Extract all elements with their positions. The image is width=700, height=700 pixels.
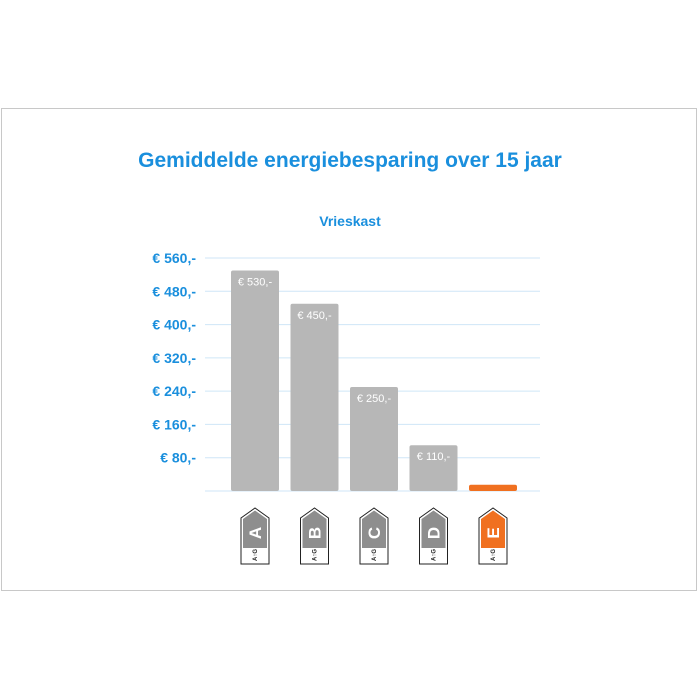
data-label: € 250,- xyxy=(357,393,392,405)
energy-label-b: B A↑G xyxy=(300,507,329,565)
energy-class-letter: A xyxy=(246,527,265,539)
bar-d xyxy=(409,445,458,491)
data-label: € 110,- xyxy=(417,451,451,463)
energy-class-letter: E xyxy=(484,527,503,538)
energy-label-fill xyxy=(421,510,446,548)
bar-b xyxy=(290,303,339,491)
energy-scale-mini: A↑G xyxy=(313,549,319,561)
data-label: € 450,- xyxy=(297,310,332,322)
chart-title: Gemiddelde energiebesparing over 15 jaar xyxy=(138,149,562,172)
energy-label-c: C A↑G xyxy=(359,507,389,565)
energy-class-letter: D xyxy=(425,527,444,539)
y-tick-label: € 560,- xyxy=(152,250,196,266)
chart-subtitle: Vrieskast xyxy=(319,213,381,229)
y-tick-label: € 320,- xyxy=(152,350,196,366)
y-tick-label: € 80,- xyxy=(160,450,196,466)
energy-class-letter: C xyxy=(365,527,384,539)
y-tick-label: € 160,- xyxy=(152,416,196,432)
energy-scale-mini: A↑G xyxy=(253,549,259,561)
energy-label-e: E A↑G xyxy=(478,507,508,565)
energy-label-fill xyxy=(481,510,505,548)
y-tick-label: € 240,- xyxy=(152,383,196,399)
energy-label-a: A A↑G xyxy=(240,507,270,565)
bar-c xyxy=(350,386,398,491)
y-tick-label: € 400,- xyxy=(152,317,196,333)
energy-label-fill xyxy=(362,510,386,548)
energy-class-letter: B xyxy=(306,527,325,539)
bar-e xyxy=(469,484,517,491)
data-label: € 530,- xyxy=(238,276,273,288)
energy-scale-mini: A↑G xyxy=(432,549,438,561)
energy-scale-mini: A↑G xyxy=(491,549,497,561)
bar-a xyxy=(231,270,279,491)
y-tick-label: € 480,- xyxy=(152,283,196,299)
energy-scale-mini: A↑G xyxy=(372,549,378,561)
energy-label-fill xyxy=(243,510,267,548)
chart-card xyxy=(1,108,697,591)
energy-label-fill xyxy=(302,510,327,548)
energy-label-d: D A↑G xyxy=(419,507,448,565)
